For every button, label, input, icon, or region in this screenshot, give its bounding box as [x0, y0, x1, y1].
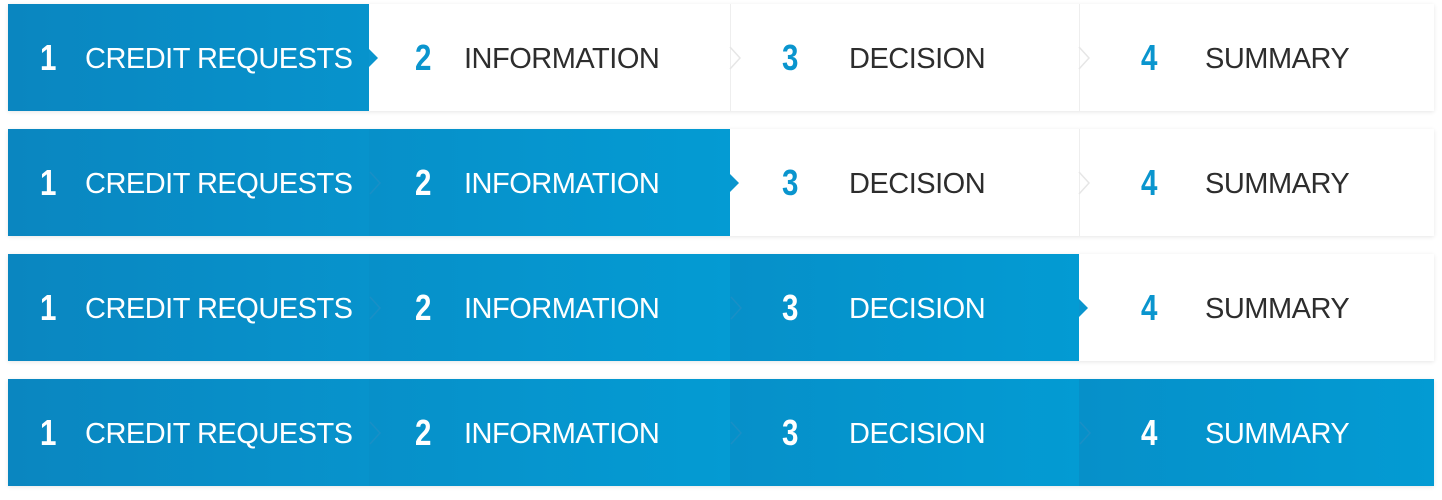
chevron-right-icon: [730, 421, 743, 445]
step-information[interactable]: 2 INFORMATION: [369, 129, 739, 236]
step-decision[interactable]: 3 DECISION: [729, 4, 1079, 111]
progress-bar-step-4: 1 CREDIT REQUESTS 2 INFORMATION 3 DECISI…: [8, 379, 1434, 486]
chevron-right-icon: [369, 171, 382, 195]
step-number: 3: [782, 287, 799, 328]
progress-bar-step-1: 1 CREDIT REQUESTS 2 INFORMATION 3 DECISI…: [8, 4, 1434, 111]
step-credit-requests[interactable]: 1 CREDIT REQUESTS: [8, 129, 369, 236]
step-label: CREDIT REQUESTS: [85, 418, 353, 450]
step-summary[interactable]: 4 SUMMARY: [1078, 129, 1434, 236]
step-credit-requests[interactable]: 1 CREDIT REQUESTS: [8, 254, 369, 361]
step-number: 4: [1141, 412, 1158, 453]
progress-bar-step-2: 1 CREDIT REQUESTS 2 INFORMATION 3 DECISI…: [8, 129, 1434, 236]
step-summary[interactable]: 4 SUMMARY: [1079, 254, 1434, 361]
step-label: SUMMARY: [1205, 43, 1350, 75]
step-information[interactable]: 2 INFORMATION: [369, 254, 730, 361]
step-label: SUMMARY: [1205, 293, 1350, 325]
step-decision[interactable]: 3 DECISION: [730, 254, 1088, 361]
step-number: 1: [40, 162, 57, 203]
triangle-right-icon: [369, 49, 378, 67]
step-decision[interactable]: 3 DECISION: [730, 379, 1079, 486]
chevron-right-icon: [1078, 171, 1090, 195]
chevron-right-icon: [369, 296, 382, 320]
chevron-right-icon: [1078, 46, 1090, 70]
step-credit-requests[interactable]: 1 CREDIT REQUESTS: [8, 379, 369, 486]
step-number: 2: [415, 287, 432, 328]
step-number: 4: [1141, 287, 1158, 328]
step-credit-requests[interactable]: 1 CREDIT REQUESTS: [8, 4, 378, 111]
step-label: SUMMARY: [1205, 418, 1350, 450]
step-divider: [730, 4, 731, 111]
step-summary[interactable]: 4 SUMMARY: [1078, 4, 1434, 111]
step-decision[interactable]: 3 DECISION: [730, 129, 1079, 236]
step-number: 1: [40, 412, 57, 453]
step-number: 1: [40, 37, 57, 78]
step-number: 4: [1141, 162, 1158, 203]
step-information[interactable]: 2 INFORMATION: [369, 4, 730, 111]
step-information[interactable]: 2 INFORMATION: [369, 379, 730, 486]
step-label: CREDIT REQUESTS: [85, 43, 353, 75]
step-number: 2: [415, 162, 432, 203]
step-label: DECISION: [849, 293, 986, 325]
chevron-right-icon: [730, 296, 743, 320]
step-label: INFORMATION: [464, 293, 660, 325]
step-number: 3: [782, 162, 799, 203]
step-number: 3: [782, 412, 799, 453]
triangle-right-icon: [1079, 299, 1088, 317]
step-label: DECISION: [849, 418, 986, 450]
step-label: CREDIT REQUESTS: [85, 168, 353, 200]
step-divider: [1079, 129, 1080, 236]
step-number: 2: [415, 37, 432, 78]
step-label: INFORMATION: [464, 418, 660, 450]
progress-bar-step-3: 1 CREDIT REQUESTS 2 INFORMATION 3 DECISI…: [8, 254, 1434, 361]
step-label: CREDIT REQUESTS: [85, 293, 353, 325]
step-label: DECISION: [849, 43, 986, 75]
step-number: 2: [415, 412, 432, 453]
step-number: 4: [1141, 37, 1158, 78]
chevron-right-icon: [369, 421, 382, 445]
step-summary[interactable]: 4 SUMMARY: [1079, 379, 1434, 486]
step-number: 3: [782, 37, 799, 78]
step-number: 1: [40, 287, 57, 328]
step-label: SUMMARY: [1205, 168, 1350, 200]
step-label: INFORMATION: [464, 43, 660, 75]
step-label: INFORMATION: [464, 168, 660, 200]
step-label: DECISION: [849, 168, 986, 200]
chevron-right-icon: [729, 46, 741, 70]
chevron-right-icon: [1079, 421, 1092, 445]
step-divider: [1079, 4, 1080, 111]
triangle-right-icon: [730, 174, 739, 192]
